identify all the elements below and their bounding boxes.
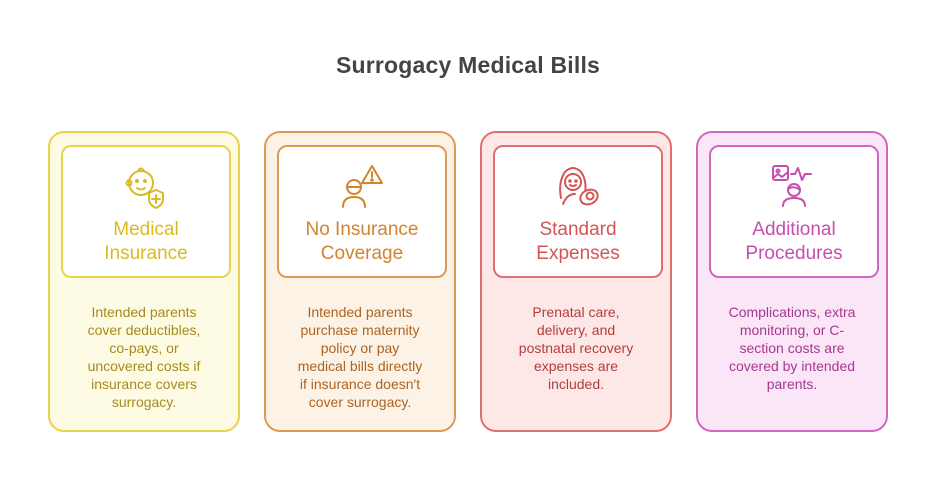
card-additional-procedures: Additional Procedures Complications, ext… — [696, 131, 888, 432]
baby-shield-icon — [119, 158, 173, 212]
card-header-box: Standard Expenses — [493, 145, 663, 278]
card-description: Complications, extra monitoring, or C- s… — [728, 304, 856, 392]
card-description: Prenatal care, delivery, and postnatal r… — [518, 304, 634, 392]
card-header-box: Medical Insurance — [61, 145, 231, 278]
card-medical-insurance: Medical Insurance Intended parents cover… — [48, 131, 240, 432]
heading-line: Medical Insurance — [104, 219, 188, 264]
card-heading: Standard Expenses — [499, 218, 657, 266]
heading-line: No Insurance Coverage — [305, 219, 419, 264]
heading-line: Standard Expenses — [536, 219, 620, 264]
card-description: Intended parents purchase maternity poli… — [297, 304, 423, 410]
diagram-title: Surrogacy Medical Bills — [335, 52, 601, 78]
mother-baby-icon — [551, 158, 605, 212]
card-heading: Medical Insurance — [67, 218, 225, 266]
card-standard-expenses: Standard Expenses Prenatal care, deliver… — [480, 131, 672, 432]
card-header-box: Additional Procedures — [709, 145, 879, 278]
person-warning-icon — [335, 158, 389, 212]
card-heading: No Insurance Coverage — [283, 218, 441, 266]
heading-line: Additional Procedures — [745, 219, 843, 264]
ultrasound-monitor-icon — [767, 158, 821, 212]
card-no-insurance-coverage: No Insurance Coverage Intended parents p… — [264, 131, 456, 432]
card-description: Intended parents cover deductibles, co-p… — [87, 304, 201, 410]
card-header-box: No Insurance Coverage — [277, 145, 447, 278]
card-heading: Additional Procedures — [715, 218, 873, 266]
